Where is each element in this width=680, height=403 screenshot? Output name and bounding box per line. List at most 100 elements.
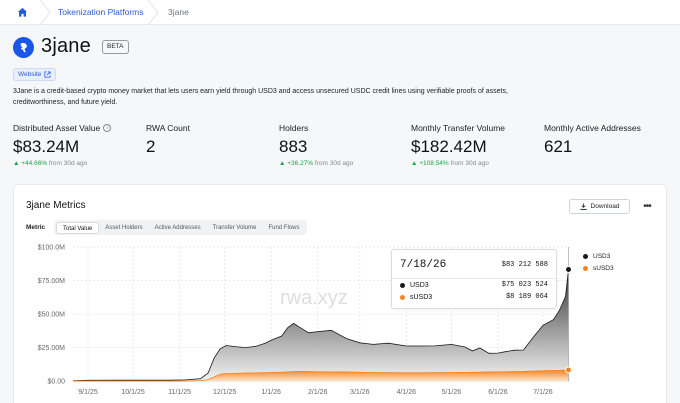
stat-rwa-count: RWA Count 2 [146, 123, 190, 157]
tooltip-divider [392, 278, 556, 279]
series-dot-usd3 [400, 282, 405, 288]
metrics-title: 3jane Metrics [26, 200, 86, 211]
download-label: Download [590, 203, 620, 210]
info-icon[interactable]: i [103, 124, 112, 132]
legend-dot-usd3 [583, 253, 588, 259]
breadcrumb-tokenization-platforms[interactable]: Tokenization Platforms [58, 7, 144, 17]
stat-change-percent: +108.54% [419, 160, 449, 167]
stat-label: Holders [279, 123, 309, 133]
tooltip-series-name: sUSD3 [410, 293, 433, 301]
legend-item-usd3[interactable]: USD3 [583, 250, 614, 262]
legend-item-susd3[interactable]: sUSD3 [583, 262, 614, 274]
tab-total-value[interactable]: Total Value [56, 221, 100, 234]
stat-value: $182.42M [411, 137, 487, 156]
x-tick-label: 2/1/26 [308, 389, 328, 396]
home-button[interactable] [6, 0, 38, 25]
series-dot-susd3 [400, 294, 405, 300]
x-tick-label: 5/1/26 [442, 389, 462, 396]
legend-label: sUSD3 [593, 264, 614, 272]
platform-description: 3Jane is a credit-based crypto money mar… [13, 88, 508, 106]
metric-label: Metric [26, 224, 46, 231]
hover-marker [564, 247, 572, 381]
y-axis: $0.00 $25.00M $50.00M $75.00M $100.0M [38, 245, 65, 386]
platform-logo [13, 37, 34, 58]
website-label: Website [18, 71, 42, 78]
breadcrumb-current: 3jane [168, 7, 189, 17]
breadcrumb-separator-icon [39, 0, 51, 25]
x-tick-label: 12/1/25 [213, 389, 236, 396]
y-tick-label: $100.0M [38, 245, 65, 252]
up-arrow-icon: ▲ [279, 160, 286, 167]
line-usd3 [72, 269, 569, 381]
tooltip-date: 7/18/26 [400, 259, 447, 271]
x-tick-label: 3/1/26 [350, 389, 370, 396]
y-tick-label: $50.00M [38, 312, 65, 319]
page-title: 3jane [41, 35, 91, 57]
download-button[interactable]: Download [569, 199, 630, 214]
legend-dot-susd3 [583, 265, 588, 271]
x-axis: 9/1/25 10/1/25 11/1/25 12/1/25 1/1/26 2/1/26 3… [78, 389, 553, 396]
stat-value: 883 [279, 137, 308, 156]
beta-badge: BETA [102, 40, 129, 54]
stat-change-suffix: from 30d ago [314, 160, 354, 167]
stat-label: Distributed Asset Value [13, 123, 101, 133]
stat-value: 621 [544, 137, 573, 156]
x-tick-label: 6/1/26 [488, 389, 508, 396]
chart-series [72, 269, 569, 382]
stat-change: ▲ +36.27% from 30d ago [279, 160, 353, 167]
top-bar: Tokenization Platforms 3jane [0, 0, 680, 25]
y-tick-label: $0.00 [47, 379, 65, 386]
stat-value: 2 [146, 137, 156, 156]
y-tick-label: $75.00M [38, 278, 65, 285]
stat-value: $83.24M [13, 137, 80, 156]
chart-legend: USD3 sUSD3 [583, 250, 614, 274]
stat-change: ▲ +44.66% from 30d ago [13, 160, 111, 167]
chart-tooltip: 7/18/26 $83 212 588 USD3 $75 023 524 sUS… [391, 249, 557, 309]
up-arrow-icon: ▲ [13, 160, 20, 167]
stat-monthly-active-addresses: Monthly Active Addresses 621 [544, 123, 641, 157]
more-dots-icon: ••• [643, 201, 651, 212]
tab-active-addresses[interactable]: Active Addresses [154, 224, 201, 231]
x-tick-label: 4/1/26 [397, 389, 417, 396]
website-link[interactable]: Website [13, 68, 57, 81]
area-usd3 [73, 269, 569, 381]
metric-tabs: Total Value Asset Holders Active Address… [54, 220, 308, 235]
hover-point-susd3 [564, 366, 572, 374]
stat-change: ▲ +108.54% from 30d ago [411, 160, 505, 167]
x-tick-label: 7/1/26 [533, 389, 553, 396]
stat-distributed-asset-value: Distributed Asset Value i $83.24M ▲ +44.… [13, 123, 112, 167]
tab-fund-flows[interactable]: Fund Flows [268, 224, 300, 231]
tab-asset-holders[interactable]: Asset Holders [105, 224, 143, 231]
stat-monthly-transfer-volume: Monthly Transfer Volume $182.42M ▲ +108.… [411, 123, 505, 167]
tooltip-total: $83 212 588 [501, 261, 548, 269]
stat-change-percent: +44.66% [21, 160, 48, 167]
stat-holders: Holders 883 ▲ +36.27% from 30d ago [279, 123, 353, 167]
breadcrumb-separator-icon [147, 0, 159, 25]
stat-change-percent: +36.27% [287, 160, 314, 167]
stat-label: Monthly Transfer Volume [411, 123, 506, 133]
up-arrow-icon: ▲ [411, 160, 418, 167]
rwa-watermark: rwa.xyz [280, 287, 348, 309]
y-tick-label: $25.00M [38, 345, 65, 352]
download-icon [580, 203, 587, 210]
line-susd3 [73, 369, 569, 382]
external-link-icon [44, 71, 51, 78]
home-icon [17, 7, 27, 17]
stat-change-suffix: from 30d ago [48, 160, 88, 167]
3jane-logo-icon [20, 43, 27, 53]
tooltip-series-value: $75 023 524 [501, 281, 548, 289]
legend-label: USD3 [593, 252, 611, 260]
tooltip-series-value: $8 189 064 [505, 293, 548, 301]
tooltip-series-name: USD3 [410, 281, 429, 289]
tab-transfer-volume[interactable]: Transfer Volume [212, 224, 257, 231]
stat-change-suffix: from 30d ago [450, 160, 489, 167]
stat-label: RWA Count [146, 123, 190, 133]
tooltip-row-usd3: USD3 $75 023 524 [400, 280, 548, 290]
hover-point-usd3 [564, 266, 572, 274]
tooltip-row-susd3: sUSD3 $8 189 064 [400, 292, 548, 302]
x-tick-label: 9/1/25 [78, 389, 98, 396]
more-options-button[interactable]: ••• [639, 199, 655, 214]
x-tick-label: 10/1/25 [121, 389, 144, 396]
stat-label: Monthly Active Addresses [544, 123, 641, 133]
